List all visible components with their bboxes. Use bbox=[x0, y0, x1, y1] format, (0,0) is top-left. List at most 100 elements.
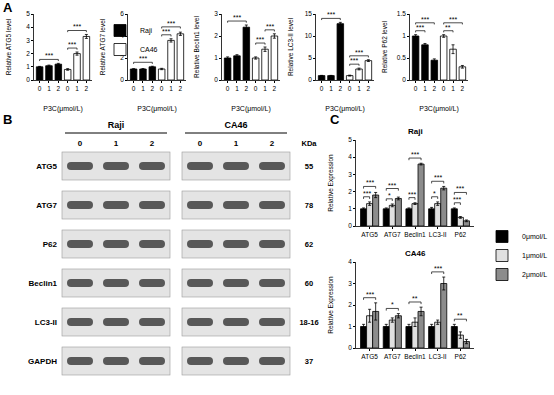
svg-text:***: *** bbox=[453, 196, 461, 203]
svg-text:ATG7: ATG7 bbox=[384, 353, 401, 360]
svg-text:P3C(μmol/L): P3C(μmol/L) bbox=[137, 105, 176, 113]
svg-text:ATG5: ATG5 bbox=[36, 162, 57, 171]
svg-text:***: *** bbox=[411, 151, 419, 158]
svg-text:***: *** bbox=[233, 14, 241, 21]
svg-text:***: *** bbox=[456, 185, 464, 192]
svg-text:0: 0 bbox=[348, 344, 352, 351]
svg-text:5: 5 bbox=[308, 54, 312, 61]
svg-text:CA46: CA46 bbox=[140, 46, 158, 53]
svg-text:***: *** bbox=[167, 20, 175, 27]
svg-text:0: 0 bbox=[348, 222, 352, 229]
svg-text:0: 0 bbox=[160, 85, 164, 92]
svg-text:0: 0 bbox=[214, 76, 218, 83]
svg-text:1: 1 bbox=[235, 85, 239, 92]
svg-text:LC3-II: LC3-II bbox=[429, 231, 447, 238]
svg-text:P3C(μmol/L): P3C(μmol/L) bbox=[325, 105, 364, 113]
svg-text:0: 0 bbox=[226, 85, 230, 92]
svg-text:**: ** bbox=[412, 295, 418, 302]
svg-text:ATG7: ATG7 bbox=[36, 201, 57, 210]
svg-text:2: 2 bbox=[26, 50, 30, 57]
svg-text:Raji: Raji bbox=[408, 127, 423, 136]
svg-text:***: *** bbox=[350, 57, 358, 64]
svg-text:***: *** bbox=[68, 41, 76, 48]
svg-text:***: *** bbox=[366, 179, 374, 186]
svg-text:3: 3 bbox=[214, 10, 218, 17]
svg-text:1: 1 bbox=[402, 32, 406, 39]
svg-text:Relative Expression: Relative Expression bbox=[327, 154, 335, 212]
svg-text:2: 2 bbox=[461, 85, 465, 92]
svg-text:***: *** bbox=[416, 24, 424, 31]
svg-text:Relative ATG7 level: Relative ATG7 level bbox=[99, 18, 106, 75]
svg-text:0: 0 bbox=[198, 139, 203, 148]
svg-text:***: *** bbox=[388, 182, 396, 189]
svg-text:2: 2 bbox=[270, 139, 275, 148]
svg-text:P62: P62 bbox=[455, 231, 467, 238]
svg-text:GAPDH: GAPDH bbox=[28, 357, 57, 366]
svg-text:***: *** bbox=[434, 265, 442, 272]
svg-text:3: 3 bbox=[348, 280, 352, 287]
svg-text:Relative LC3-II level: Relative LC3-II level bbox=[287, 17, 294, 76]
svg-text:2μmol/L: 2μmol/L bbox=[522, 271, 547, 279]
svg-text:0μmol/L: 0μmol/L bbox=[522, 233, 547, 241]
svg-text:2: 2 bbox=[348, 188, 352, 195]
svg-text:2: 2 bbox=[150, 139, 155, 148]
svg-text:1: 1 bbox=[329, 85, 333, 92]
svg-text:***: *** bbox=[73, 23, 81, 30]
svg-text:4: 4 bbox=[348, 153, 352, 160]
svg-text:***: *** bbox=[45, 52, 53, 59]
svg-text:2: 2 bbox=[273, 85, 277, 92]
svg-text:78: 78 bbox=[305, 201, 313, 210]
svg-text:Relative Beclin1 level: Relative Beclin1 level bbox=[193, 16, 200, 78]
svg-text:1: 1 bbox=[114, 139, 119, 148]
svg-text:***: *** bbox=[421, 16, 429, 23]
svg-text:***: *** bbox=[434, 174, 442, 181]
svg-text:*: * bbox=[391, 301, 394, 308]
svg-text:2: 2 bbox=[245, 85, 249, 92]
svg-text:0: 0 bbox=[26, 76, 30, 83]
svg-text:2: 2 bbox=[57, 85, 61, 92]
svg-text:0: 0 bbox=[254, 85, 258, 92]
svg-text:0: 0 bbox=[66, 85, 70, 92]
svg-text:37: 37 bbox=[305, 357, 313, 366]
svg-text:Raji: Raji bbox=[140, 27, 153, 35]
svg-text:***: *** bbox=[355, 49, 363, 56]
svg-text:***: *** bbox=[449, 16, 457, 23]
svg-text:3: 3 bbox=[26, 37, 30, 44]
svg-text:1: 1 bbox=[423, 85, 427, 92]
svg-text:4: 4 bbox=[348, 258, 352, 265]
svg-text:P62: P62 bbox=[455, 353, 467, 360]
svg-text:**: ** bbox=[457, 312, 463, 319]
svg-text:1: 1 bbox=[141, 85, 145, 92]
svg-text:*: * bbox=[433, 190, 436, 197]
svg-text:2: 2 bbox=[433, 85, 437, 92]
svg-text:0: 0 bbox=[348, 85, 352, 92]
svg-text:2: 2 bbox=[348, 301, 352, 308]
svg-text:1: 1 bbox=[214, 54, 218, 61]
svg-text:LC3-II: LC3-II bbox=[429, 353, 447, 360]
svg-text:15: 15 bbox=[305, 10, 313, 17]
svg-text:1: 1 bbox=[451, 85, 455, 92]
svg-text:P3C(μmol/L): P3C(μmol/L) bbox=[43, 105, 82, 113]
svg-text:1.5: 1.5 bbox=[397, 10, 406, 17]
svg-text:1: 1 bbox=[75, 85, 79, 92]
svg-text:6: 6 bbox=[120, 10, 124, 17]
svg-text:2: 2 bbox=[214, 32, 218, 39]
svg-text:1: 1 bbox=[234, 139, 239, 148]
svg-text:*: * bbox=[388, 192, 391, 199]
svg-text:***: *** bbox=[266, 23, 274, 30]
svg-text:**: ** bbox=[445, 24, 451, 31]
svg-text:2: 2 bbox=[339, 85, 343, 92]
svg-text:ATG5: ATG5 bbox=[361, 231, 378, 238]
svg-text:0: 0 bbox=[402, 76, 406, 83]
svg-text:Beclin1: Beclin1 bbox=[404, 353, 426, 360]
svg-text:4: 4 bbox=[26, 23, 30, 30]
svg-text:Beclin1: Beclin1 bbox=[404, 231, 426, 238]
svg-text:0: 0 bbox=[38, 85, 42, 92]
svg-text:0: 0 bbox=[442, 85, 446, 92]
svg-text:0: 0 bbox=[78, 139, 83, 148]
svg-text:Relative Expression: Relative Expression bbox=[327, 276, 335, 334]
svg-text:Relative P62 level: Relative P62 level bbox=[381, 20, 388, 73]
svg-text:***: *** bbox=[162, 28, 170, 35]
svg-text:10: 10 bbox=[305, 32, 313, 39]
svg-text:ATG5: ATG5 bbox=[361, 353, 378, 360]
